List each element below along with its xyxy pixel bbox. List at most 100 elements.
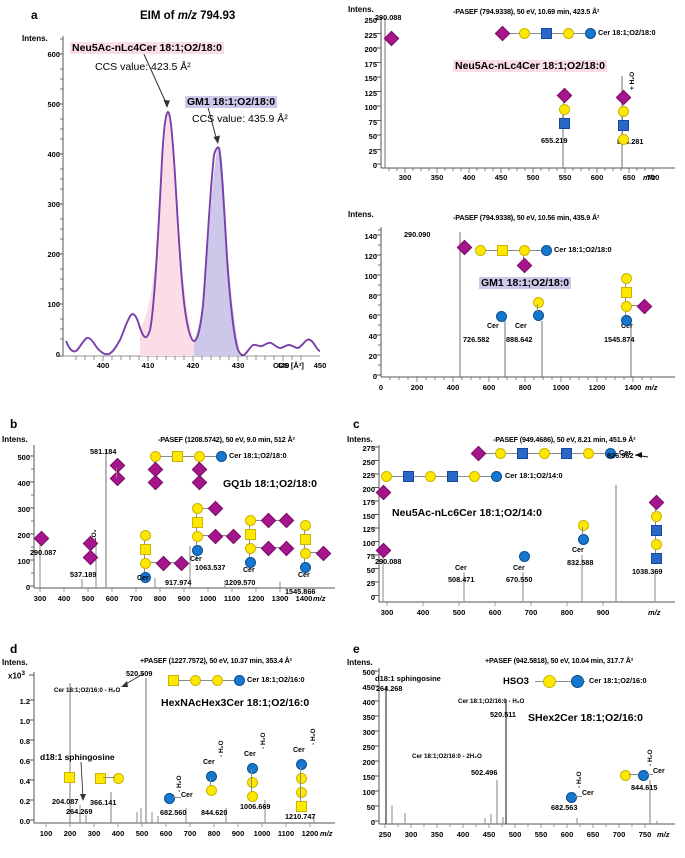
galactose-circle-icon bbox=[247, 777, 258, 788]
panel-c-letter: c bbox=[353, 417, 360, 431]
glucose-circle-icon bbox=[296, 759, 307, 770]
peak-label: 204.087 bbox=[52, 797, 79, 806]
y-tick-label: 100 bbox=[364, 103, 377, 112]
glucose-circle-icon bbox=[621, 315, 632, 326]
panel-e-letter: e bbox=[353, 642, 360, 656]
y-tick-label: 100 bbox=[17, 557, 30, 566]
spec2-y-axis-title: Intens. bbox=[348, 210, 374, 219]
glycan-bond bbox=[629, 305, 641, 307]
x-tick-label: 650 bbox=[622, 173, 636, 182]
x-tick-label: 400 bbox=[446, 383, 460, 392]
y-tick-label: 60 bbox=[368, 312, 377, 321]
x-tick-label: 300 bbox=[404, 830, 418, 839]
galactose-circle-icon bbox=[245, 543, 256, 554]
cer-label: Cer 18:1;O2/16:0 bbox=[247, 674, 305, 684]
glycan-bond bbox=[483, 249, 541, 251]
glucose-circle-icon bbox=[638, 770, 649, 781]
y-tick-label: 25 bbox=[366, 579, 375, 588]
cer-2water-loss-annotation: Cer 18:1;O2/16:0 - 2H₂O bbox=[412, 753, 482, 760]
glycan-bond bbox=[176, 679, 234, 681]
galactose-circle-icon bbox=[618, 134, 629, 145]
glycan-bond bbox=[173, 797, 181, 799]
cer-label: Cer 18:1;O2/16:0 bbox=[589, 675, 647, 685]
x-tick-label: 200 bbox=[410, 383, 424, 392]
x-tick-label: 350 bbox=[430, 173, 444, 182]
title-prefix: EIM of bbox=[140, 10, 178, 22]
glucose-circle-icon bbox=[206, 771, 217, 782]
x-tick-label: 600 bbox=[159, 829, 173, 838]
x-tick-label: 400 bbox=[462, 173, 476, 182]
x-tick-label: 420 bbox=[186, 361, 200, 370]
galactose-circle-icon bbox=[469, 471, 480, 482]
x-tick-label: 350 bbox=[430, 830, 444, 839]
y-tick-label: 500 bbox=[47, 100, 60, 109]
panel-b-x-axis-title: m/z bbox=[313, 594, 326, 603]
x-tick-label: 450 bbox=[482, 830, 496, 839]
x-tick-label: 0 bbox=[378, 383, 384, 392]
glcnac-square-icon bbox=[651, 525, 662, 536]
cer-marker: Cer bbox=[293, 747, 305, 754]
cer-marker: Cer bbox=[487, 323, 499, 330]
y-tick-label: 0 bbox=[55, 350, 60, 359]
peak-label: 537.189 bbox=[70, 570, 97, 579]
y-tick-label: 500 bbox=[17, 453, 30, 462]
x-tick-label: 800 bbox=[207, 829, 221, 838]
y-tick-label: 250 bbox=[364, 16, 377, 25]
panel-c-condition: -PASEF (949.4686), 50 eV, 8.21 min, 451.… bbox=[493, 435, 636, 444]
y-tick-label: 300 bbox=[362, 728, 375, 737]
panel-c-y-axis-title: Intens. bbox=[347, 435, 373, 444]
y-tick-label: 100 bbox=[362, 538, 375, 548]
peak-label: 844.615 bbox=[631, 783, 658, 792]
galactose-circle-icon bbox=[533, 297, 544, 308]
panel-d-plot bbox=[29, 672, 335, 827]
glucose-circle-icon bbox=[496, 311, 507, 322]
glycan-bond bbox=[103, 777, 115, 779]
h2o-loss-annotation: - H₂O bbox=[310, 728, 317, 745]
cer-label-top: Cer bbox=[619, 447, 632, 457]
galactose-circle-icon bbox=[475, 245, 486, 256]
glucose-circle-icon bbox=[605, 448, 616, 459]
x-tick-label: 700 bbox=[183, 829, 197, 838]
glcnac-square-icon bbox=[651, 553, 662, 564]
x-tick-label: 800 bbox=[153, 594, 167, 603]
galnac-square-icon bbox=[95, 773, 106, 784]
peak-label: 832.588 bbox=[567, 558, 594, 567]
y-tick-label: 250 bbox=[362, 743, 375, 752]
y-tick-label: 0.8 bbox=[19, 737, 30, 746]
galactose-circle-icon bbox=[578, 520, 589, 531]
y-tick-label: 50 bbox=[366, 803, 375, 812]
galactose-circle-icon bbox=[150, 451, 161, 462]
glycan-bond bbox=[300, 766, 302, 802]
peak-label: 1038.369 bbox=[632, 567, 663, 576]
exp-power: 3 bbox=[21, 670, 25, 677]
title-suffix: 794.93 bbox=[196, 10, 236, 22]
galactose-circle-icon bbox=[381, 471, 392, 482]
x-tick-label: 300 bbox=[87, 829, 101, 838]
peak-label: 1006.669 bbox=[240, 802, 271, 811]
exp-base: x10 bbox=[8, 671, 22, 681]
y-tick-label: 200 bbox=[364, 45, 377, 54]
galactose-circle-icon bbox=[495, 448, 506, 459]
x-tick-label: 750 bbox=[638, 830, 652, 839]
cer-water-loss-annotation: Cer 18:1;O2/16:0 - H₂O bbox=[54, 687, 121, 694]
galactose-circle-icon bbox=[300, 520, 311, 531]
x-tick-label: 430 bbox=[231, 361, 245, 370]
panel-b: b Intens. -PASEF (1208.5742), 50 eV, 9.0… bbox=[0, 415, 345, 640]
x-tick-label: 1200 bbox=[301, 829, 319, 838]
peak-label: 682.563 bbox=[551, 803, 578, 812]
galnac-square-icon bbox=[192, 517, 203, 528]
cer-label-mid: Cer 18:1;O2/14:0 bbox=[505, 470, 563, 480]
panel-c-species-name: Neu5Ac-nLc6Cer 18:1;O2/14:0 bbox=[392, 507, 542, 519]
panel-a-letter: a bbox=[31, 8, 38, 22]
x-tick-label: 500 bbox=[452, 608, 466, 617]
y-tick-label: 150 bbox=[362, 773, 375, 782]
x-tick-label: 300 bbox=[380, 608, 394, 617]
panel-a-spectrum-2: Intens. -PASEF (794.9338), 50 eV, 10.56 … bbox=[345, 205, 685, 405]
y-tick-label: 200 bbox=[17, 531, 30, 540]
h2o-loss-annotation: - H₂O bbox=[218, 740, 225, 757]
peak-label: 581.184 bbox=[90, 447, 117, 456]
panel-e-x-axis-title: m/z bbox=[657, 830, 670, 839]
x-tick-label: 1300 bbox=[271, 594, 289, 603]
glycan-bond bbox=[389, 475, 491, 477]
glucose-circle-icon bbox=[571, 675, 584, 688]
